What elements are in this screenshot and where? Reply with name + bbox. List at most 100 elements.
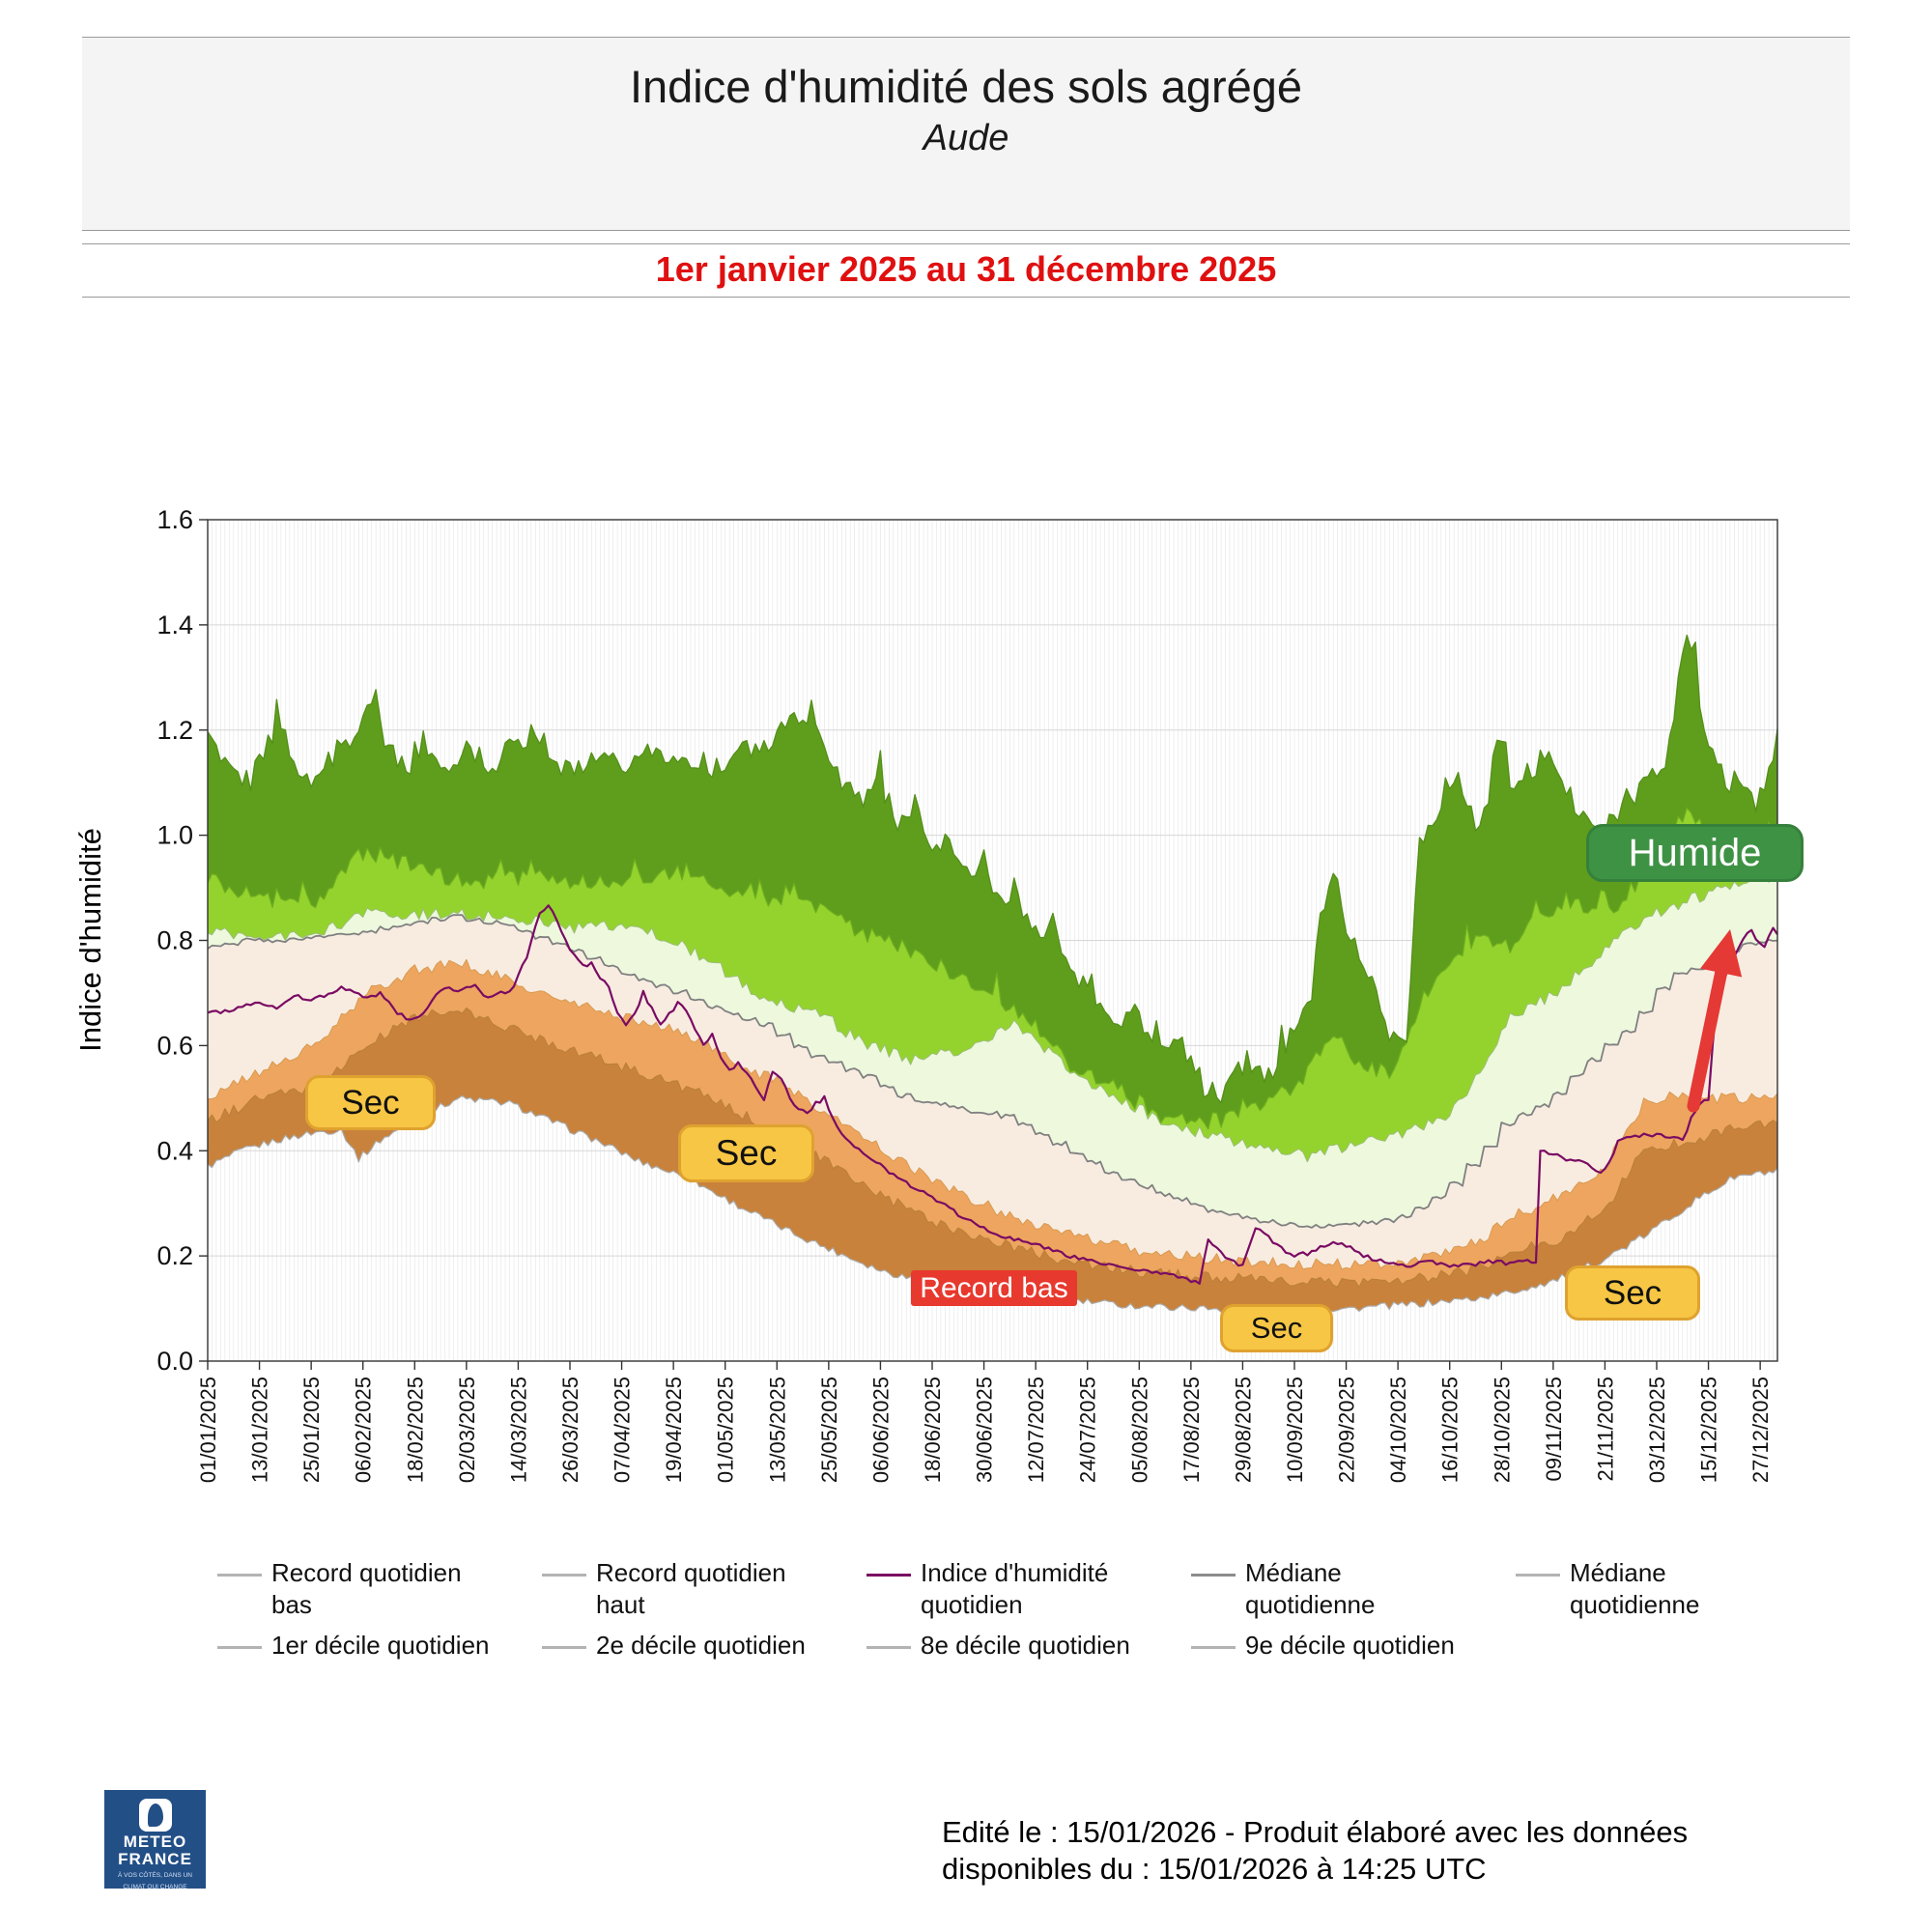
legend-item: Médiane quotidienne <box>1191 1557 1516 1620</box>
x-tick-label: 01/05/2025 <box>714 1377 738 1483</box>
legend-label: Record quotidien haut <box>596 1558 786 1619</box>
sec-annotation: Sec <box>305 1075 436 1130</box>
humide-annotation: Humide <box>1586 824 1804 882</box>
legend-line-swatch <box>1191 1646 1236 1649</box>
series-decile2 <box>208 958 1778 1270</box>
period-bottom-rule <box>82 297 1850 298</box>
x-tick-label: 09/11/2025 <box>1542 1377 1566 1481</box>
logo-tagline-2: CLIMAT QUI CHANGE <box>123 1884 187 1891</box>
x-tick-label: 12/07/2025 <box>1024 1377 1048 1483</box>
x-tick-label: 29/08/2025 <box>1231 1377 1255 1483</box>
x-tick-label: 25/01/2025 <box>299 1377 324 1483</box>
legend-item: 1er décile quotidien <box>217 1630 542 1662</box>
series-mediane <box>207 914 1778 1229</box>
header-top-rule <box>82 37 1850 38</box>
legend-label: 8e décile quotidien <box>921 1631 1130 1660</box>
sec-annotation: Sec <box>1565 1265 1700 1321</box>
y-tick-label: 0.4 <box>156 1136 193 1165</box>
x-tick-label: 13/01/2025 <box>248 1377 272 1483</box>
legend-label: Record quotidien bas <box>271 1558 462 1619</box>
y-tick-label: 0.8 <box>156 926 193 955</box>
page-title: Indice d'humidité des sols agrégé <box>629 61 1303 112</box>
y-tick-label: 0.0 <box>156 1347 193 1376</box>
legend-item: Record quotidien haut <box>542 1557 867 1620</box>
legend-item: Record quotidien bas <box>217 1557 542 1620</box>
rise-arrow-head <box>1700 929 1743 978</box>
record-bas-annotation: Record bas <box>911 1270 1077 1306</box>
legend-line-swatch <box>217 1574 262 1577</box>
edition-credit: Edité le : 15/01/2026 - Produit élaboré … <box>942 1814 1840 1888</box>
x-tick-label: 27/12/2025 <box>1748 1377 1773 1483</box>
sec-annotation: Sec <box>1220 1304 1333 1352</box>
x-tick-label: 18/06/2025 <box>921 1377 945 1483</box>
legend-label: 1er décile quotidien <box>271 1631 490 1660</box>
series-decile9 <box>207 807 1778 1130</box>
x-tick-label: 02/03/2025 <box>455 1377 479 1483</box>
chart-legend: Record quotidien bas Record quotidien hau… <box>217 1557 1840 1662</box>
x-tick-label: 19/04/2025 <box>662 1377 686 1483</box>
logo-word-france: FRANCE <box>118 1849 192 1868</box>
legend-label: 9e décile quotidien <box>1245 1631 1455 1660</box>
legend-line-swatch <box>542 1646 586 1649</box>
legend-item: 8e décile quotidien <box>867 1630 1191 1662</box>
x-tick-label: 15/12/2025 <box>1697 1377 1721 1483</box>
legend-label: Médiane quotidienne <box>1570 1558 1700 1619</box>
page-subtitle: Aude <box>923 118 1009 158</box>
legend-item: Médiane quotidienne <box>1516 1557 1840 1620</box>
legend-line-swatch <box>542 1574 586 1577</box>
logo-tagline-1: À VOS CÔTÉS, DANS UN <box>118 1871 192 1879</box>
x-tick-label: 06/06/2025 <box>868 1377 893 1483</box>
x-tick-label: 17/08/2025 <box>1179 1377 1204 1483</box>
x-tick-label: 06/02/2025 <box>352 1377 376 1483</box>
y-tick-label: 0.2 <box>156 1241 193 1270</box>
x-tick-label: 25/05/2025 <box>817 1377 841 1483</box>
y-tick-label: 1.6 <box>156 505 193 534</box>
meteo-france-logo: METEO FRANCE À VOS CÔTÉS, DANS UN CLIMAT… <box>104 1790 206 1891</box>
series-indice <box>207 904 1778 1285</box>
x-tick-label: 24/07/2025 <box>1076 1377 1100 1483</box>
legend-label: Indice d'humidité quotidien <box>921 1558 1109 1619</box>
x-tick-label: 14/03/2025 <box>506 1377 530 1483</box>
legend-item: 9e décile quotidien <box>1191 1630 1516 1662</box>
logo-word-meteo: METEO <box>123 1833 187 1851</box>
credit-line-1: Edité le : 15/01/2026 - Produit élaboré … <box>942 1815 1689 1849</box>
period-top-rule <box>82 243 1850 244</box>
x-tick-label: 10/09/2025 <box>1283 1377 1307 1483</box>
x-tick-label: 26/03/2025 <box>558 1377 582 1483</box>
x-tick-label: 05/08/2025 <box>1127 1377 1151 1483</box>
period-range: 1er janvier 2025 au 31 décembre 2025 <box>655 249 1277 289</box>
sec-annotation: Sec <box>678 1124 814 1182</box>
x-tick-label: 21/11/2025 <box>1593 1377 1617 1481</box>
legend-item: Indice d'humidité quotidien <box>867 1557 1191 1620</box>
header-bottom-rule <box>82 230 1850 231</box>
rise-arrow-shaft <box>1687 966 1728 1113</box>
series-decile8 <box>207 874 1778 1163</box>
x-tick-label: 30/06/2025 <box>973 1377 997 1483</box>
series-decile1 <box>207 1007 1778 1288</box>
legend-label: 2e décile quotidien <box>596 1631 806 1660</box>
legend-line-swatch <box>867 1574 911 1577</box>
x-tick-label: 13/05/2025 <box>765 1377 789 1483</box>
x-tick-label: 01/01/2025 <box>196 1377 220 1483</box>
legend-item: 2e décile quotidien <box>542 1630 867 1662</box>
y-tick-label: 0.6 <box>156 1031 193 1060</box>
x-tick-label: 03/12/2025 <box>1645 1377 1669 1483</box>
x-tick-label: 22/09/2025 <box>1335 1377 1359 1483</box>
x-tick-label: 16/10/2025 <box>1438 1377 1463 1483</box>
legend-line-swatch <box>1516 1574 1560 1577</box>
legend-line-swatch <box>1191 1574 1236 1577</box>
legend-line-swatch <box>867 1646 911 1649</box>
x-tick-label: 04/10/2025 <box>1386 1377 1410 1483</box>
x-tick-label: 18/02/2025 <box>403 1377 427 1483</box>
y-tick-label: 1.4 <box>156 611 193 639</box>
meteo-france-icon <box>138 1799 172 1832</box>
legend-label: Médiane quotidienne <box>1245 1558 1376 1619</box>
y-tick-label: 1.2 <box>156 716 193 745</box>
y-tick-label: 1.0 <box>156 821 193 850</box>
x-tick-label: 28/10/2025 <box>1490 1377 1514 1483</box>
x-tick-label: 07/04/2025 <box>611 1377 635 1483</box>
y-axis-title: Indice d'humidité <box>73 828 107 1052</box>
header-band <box>82 38 1850 230</box>
credit-line-2: disponibles du : 15/01/2026 à 14:25 UTC <box>942 1851 1487 1886</box>
